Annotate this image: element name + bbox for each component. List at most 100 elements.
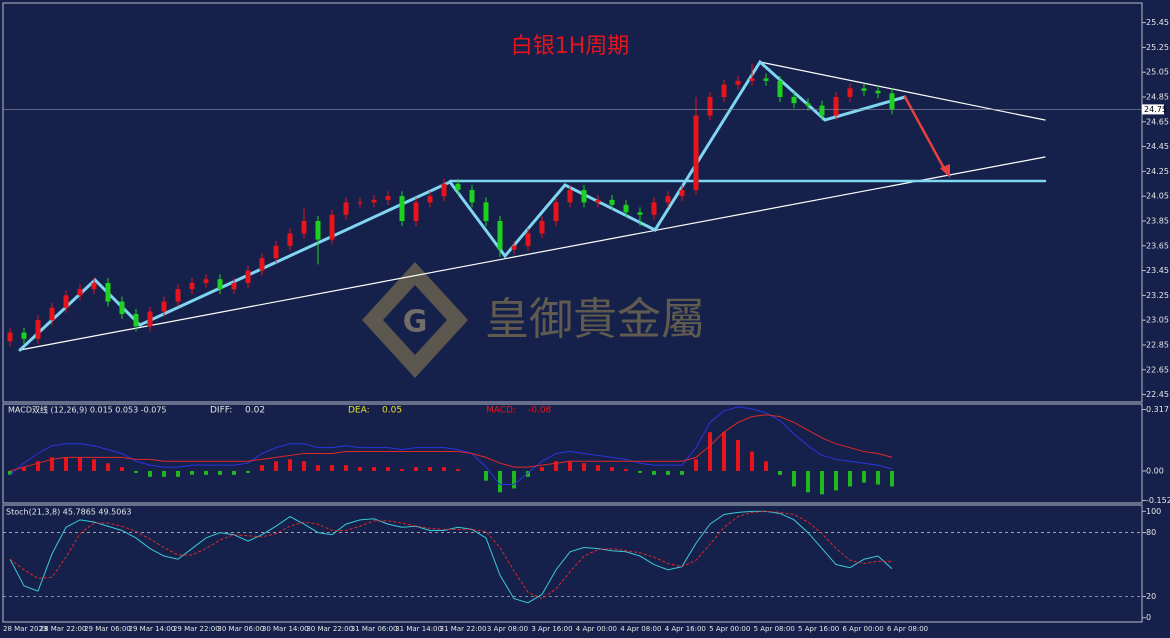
macd-bar [120,467,124,471]
x-tick-label: 5 Apr 16:00 [798,625,839,633]
y-tick-label: 22.85 [1146,340,1169,349]
svg-text:G: G [403,305,428,340]
current-price-box [1142,104,1164,115]
y-tick-label: 25.45 [1146,18,1169,27]
candle-body [63,295,69,308]
candle-body [371,199,377,203]
y-tick-label: 23.45 [1146,266,1169,275]
candle-body [315,220,321,240]
candle-body [413,202,419,221]
x-tick-label: 4 Apr 08:00 [620,625,661,633]
candle-body [581,189,587,203]
x-tick-label: 4 Apr 00:00 [576,625,617,633]
x-tick-label: 6 Apr 08:00 [887,625,928,633]
candle-body [847,88,853,97]
y-tick-label: 22.45 [1146,390,1169,399]
candle-body [245,270,251,283]
candle-body [539,220,545,234]
y-tick-label: 24.05 [1146,192,1169,201]
candle-body [483,202,489,221]
x-tick-label: 31 Mar 22:00 [440,625,487,633]
x-tick-label: 29 Mar 22:00 [173,625,220,633]
candle-body [567,189,573,203]
watermark-logo: G [362,262,468,378]
macd-bar [330,465,334,471]
macd-bar [274,461,278,471]
candle-body [833,96,839,116]
macd-bar [78,457,82,471]
macd-readout-value: 0.02 [245,406,265,416]
macd-bar [666,470,670,475]
macd-bar [890,470,894,487]
y-tick-label: 23.25 [1146,291,1169,300]
stoch-panel [2,504,1143,623]
macd-bar [694,459,698,471]
macd-bar [512,470,516,489]
y-tick-label: 22.65 [1146,365,1169,374]
series-line [9,414,893,472]
x-tick-label: 30 Mar 06:00 [217,625,264,633]
y-tick-label: 25.05 [1146,68,1169,77]
macd-bar [582,463,586,471]
candle-body [147,311,153,327]
macd-bar [456,469,460,471]
candle-body [763,78,769,81]
macd-bar [8,470,12,475]
y-tick-label: 0.00 [1146,466,1164,475]
candle-body [217,279,223,290]
macd-bar [218,470,222,475]
candle-body [357,202,363,204]
candle-body [623,204,629,213]
y-tick-label: 100 [1146,507,1161,516]
y-tick-label: 23.65 [1146,241,1169,250]
candle-body [497,220,503,250]
macd-bar [358,467,362,471]
x-tick-label: 29 Mar 06:00 [84,625,131,633]
candle-body [21,332,27,339]
x-tick-label: 3 Apr 08:00 [487,625,528,633]
macd-bar [442,467,446,471]
candle-body [861,88,867,91]
macd-bar [288,459,292,471]
macd-bar [36,461,40,471]
watermark-text: 皇御貴金屬 [485,294,705,345]
x-tick-label: 5 Apr 08:00 [754,625,795,633]
macd-bar [708,432,712,471]
y-tick-label: 23.05 [1146,316,1169,325]
macd-bar [806,470,810,493]
candle-body [777,80,783,97]
macd-bar [750,451,754,471]
macd-bar [302,461,306,471]
candle-body [791,96,797,104]
x-tick-label: 31 Mar 14:00 [395,625,442,633]
macd-bar [624,469,628,471]
y-tick-label: 0.317 [1146,405,1169,414]
candle-body [385,196,391,200]
candle-body [721,84,727,97]
macd-bar [190,470,194,475]
y-tick-label: -0.152 [1146,496,1170,505]
candle-body [91,282,97,290]
x-tick-label: 4 Apr 16:00 [665,625,706,633]
candle-body [875,90,881,94]
candle-body [49,307,55,321]
candle-body [707,96,713,116]
macd-bar [386,467,390,471]
macd-bar [428,467,432,471]
candle-body [455,183,461,190]
current-price-label: 24.75 [1144,105,1167,114]
macd-bar [652,470,656,475]
macd-bar [820,470,824,495]
y-tick-label: 24.85 [1146,92,1169,101]
macd-bar [232,470,236,475]
y-tick-label: 24.45 [1146,142,1169,151]
macd-bar [260,465,264,471]
macd-readout-name: DEA: [348,406,370,416]
candle-body [441,183,447,197]
macd-bar [162,470,166,477]
macd-bar [876,470,880,485]
macd-bar [834,470,838,491]
macd-bar [64,457,68,471]
macd-bar [148,470,152,477]
